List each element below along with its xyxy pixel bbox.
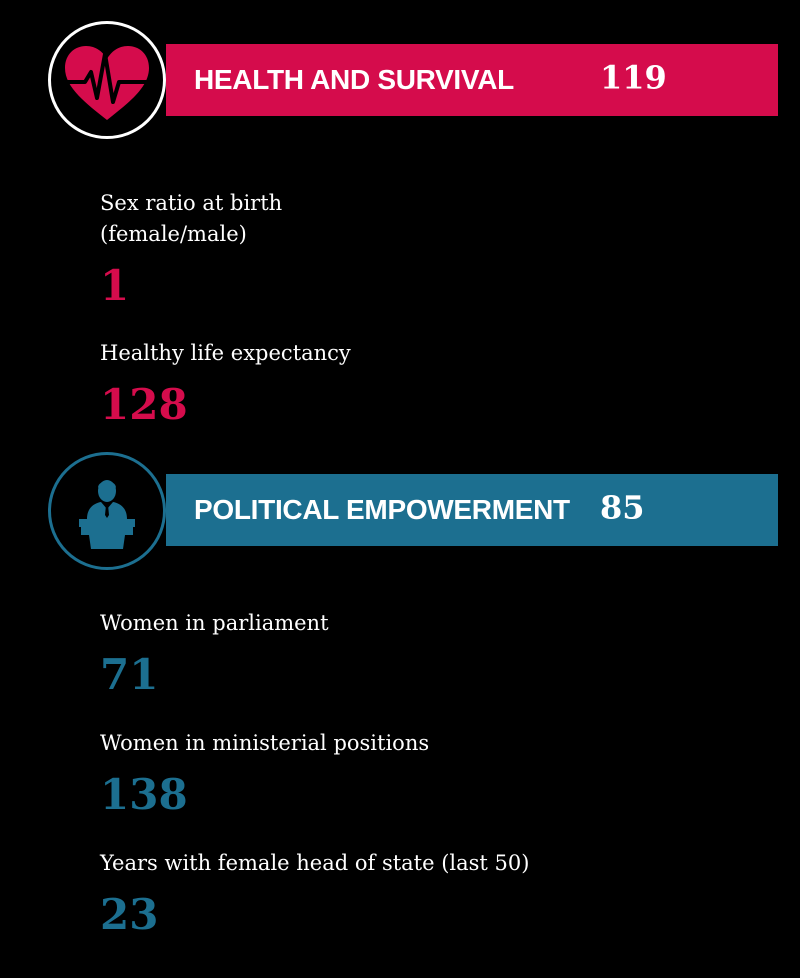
women-ministerial-label: Women in ministerial positions (100, 731, 430, 755)
female-head-of-state-value: 23 (100, 890, 159, 939)
speaker-at-podium-icon (48, 452, 166, 570)
women-parliament-label: Women in parliament (100, 611, 329, 635)
political-banner: POLITICAL EMPOWERMENT 85 (166, 474, 778, 546)
sex-ratio-label: Sex ratio at birth (female/male) (100, 188, 282, 250)
women-ministerial-value: 138 (100, 770, 188, 819)
female-head-of-state-label: Years with female head of state (last 50… (100, 851, 530, 875)
life-expectancy-label: Healthy life expectancy (100, 341, 351, 365)
sex-ratio-label-line2: (female/male) (100, 222, 247, 246)
heartbeat-icon (48, 21, 166, 139)
health-rank: 119 (600, 58, 667, 97)
women-parliament-value: 71 (100, 650, 159, 699)
sex-ratio-label-line1: Sex ratio at birth (100, 191, 283, 215)
political-title: POLITICAL EMPOWERMENT (194, 494, 570, 525)
health-banner: HEALTH AND SURVIVAL 119 (166, 44, 778, 116)
life-expectancy-value: 128 (100, 380, 188, 429)
political-rank: 85 (600, 488, 645, 527)
health-title: HEALTH AND SURVIVAL (194, 64, 514, 95)
sex-ratio-value: 1 (100, 261, 130, 310)
